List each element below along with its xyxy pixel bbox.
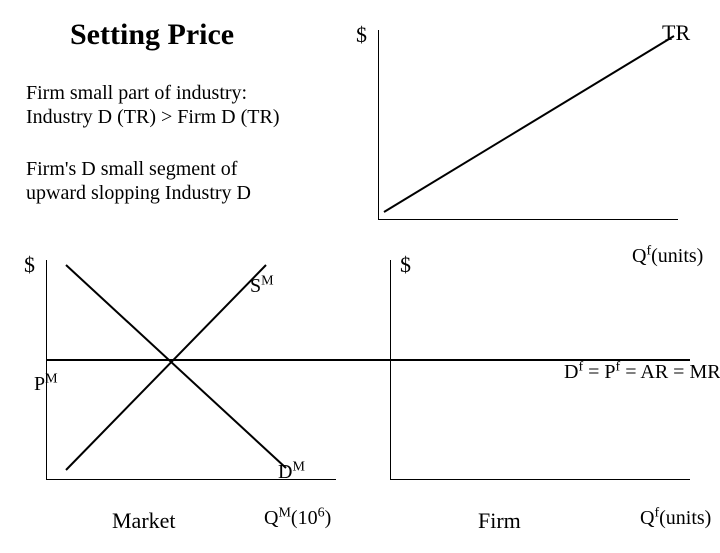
stage: Setting Price Firm small part of industr… [0,0,720,540]
firm-d-equation: Df = Pf = AR = MR [544,338,720,407]
tr-y-label: $ [356,22,367,48]
market-q-base: Q [264,507,278,529]
market-y-label: $ [24,252,35,278]
market-p-base: P [34,373,45,395]
bullet-line-2: Industry D (TR) > Firm D (TR) [26,106,279,129]
firm-y-label: $ [400,252,411,278]
bullet-line-1: Firm small part of industry: [26,82,247,105]
market-q-sup2: 6 [318,505,325,520]
firm-q-base: Q [640,507,654,529]
tr-chart [378,30,678,220]
tr-label: TR [662,20,690,46]
firm-eq-mid2: = AR = MR [620,361,720,383]
market-q-sup1: M [278,505,290,520]
market-q-paren-open: (10 [291,507,318,529]
firm-q-label: Qf(units) [620,484,711,553]
firm-eq-d: D [564,361,578,383]
page-title: Setting Price [70,18,234,52]
firm-q-suffix: (units) [659,507,711,529]
firm-eq-mid1: = P [583,361,615,383]
market-q-label: QM(106) [244,484,331,553]
market-panel-label: Market [112,508,176,534]
firm-panel-label: Firm [478,508,521,534]
price-connector [46,260,390,480]
tr-line [384,36,674,212]
market-q-paren-close: ) [325,507,332,529]
bullet-line-4: upward slopping Industry D [26,182,251,205]
bullet-line-3: Firm's D small segment of [26,158,237,181]
